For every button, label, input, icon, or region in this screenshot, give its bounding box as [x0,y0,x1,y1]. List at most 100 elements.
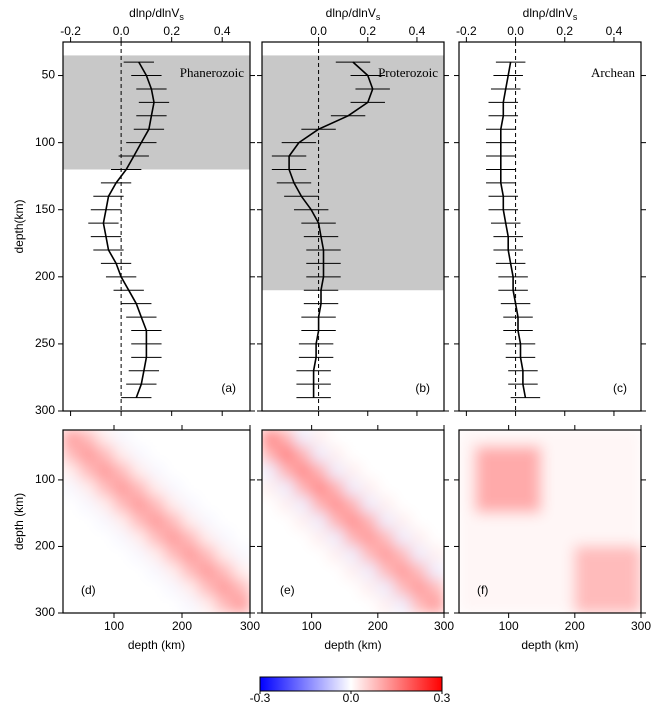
heatmap-cell [410,545,428,564]
heatmap-cell [508,430,526,448]
heatmap-cell [147,595,166,613]
heatmap-cell [327,430,346,448]
profile-line [500,61,527,398]
heatmap-cell [574,579,592,597]
heatmap-cell [508,579,526,597]
heatmap-cell [198,562,217,581]
heatmap-cell [524,595,543,613]
heatmap-cell [79,595,98,613]
x-tick-label: 0.4 [409,24,426,38]
x-axis-label: depth (km) [324,638,381,652]
heatmap-cell [96,496,115,514]
heatmap-cell [130,430,149,448]
x-axis-label: depth (km) [521,638,578,652]
heatmap-cell [426,579,444,597]
heatmap-cell [262,545,280,564]
x-axis-label-main: dlnρ/dlnV [523,6,573,20]
heatmap-cell [459,529,477,547]
heatmap-cell [377,595,395,613]
heatmap-cell [459,512,477,531]
heatmap-cell [557,562,576,581]
heatmap-cell [232,430,250,448]
heatmap-cell [181,562,200,581]
heatmap-cell [623,595,641,613]
heatmap-cell [215,446,234,464]
heatmap-cell [377,479,395,498]
x-tick-label: 0.2 [163,24,180,38]
heatmap-cell [344,512,362,531]
heatmap-cell [491,595,510,613]
y-tick-label: 50 [42,68,56,82]
heatmap-cell [215,496,234,514]
heatmap-cell [327,562,346,581]
heatmap-cell [491,562,510,581]
heatmap-cell [491,496,510,514]
heatmap-cell [426,512,444,531]
heatmap-cell [311,529,329,547]
heatmap-cell [557,479,576,498]
heatmap-cell [475,479,493,498]
heatmap-cell [96,512,115,531]
heatmap-cell [607,479,625,498]
heatmap-cell [377,512,395,531]
colorbar-tick-label: 0.3 [434,691,451,705]
heatmap-cell [557,496,576,514]
heatmap-cell [475,496,493,514]
heatmap-cell [79,579,98,597]
heatmap-cell [524,430,543,448]
shaded-region [63,55,250,170]
heatmap-cell [327,512,346,531]
heatmap-cell [232,479,250,498]
region-label: Proterozoic [378,65,438,80]
heatmap-cell [215,430,234,448]
heatmap-cell [327,446,346,464]
heatmap-cell [541,545,559,564]
frame [62,41,251,412]
heatmap-cell [311,562,329,581]
heatmap-cell [344,479,362,498]
x-tick-label: 300 [434,619,454,633]
heatmap-cell [541,595,559,613]
x-axis-label-sub: s [376,12,381,22]
heatmap-cell [262,512,280,531]
heatmap-cell [262,446,280,464]
heatmap-cell [164,595,183,613]
heatmap-cell [459,595,477,613]
heatmap-cell [262,430,280,448]
heatmap-cell [232,446,250,464]
heatmap-cell [410,562,428,581]
heatmap-cell [557,595,576,613]
heatmap-cell [181,595,200,613]
heatmap-cell [215,529,234,547]
frame [261,41,445,412]
heatmap-cell [164,545,183,564]
heatmap-cell [393,496,412,514]
heatmap-cell [79,430,98,448]
heatmap-cell [164,562,183,581]
heatmap-cell [232,595,250,613]
heatmap-cell [262,595,280,613]
heatmap-cell [96,545,115,564]
heatmap-cell [164,529,183,547]
heatmap-cell [524,496,543,514]
y-tick-label: 200 [35,269,55,283]
heatmap-cell [79,545,98,564]
heatmap-cell [262,579,280,597]
heatmap-cell [541,496,559,514]
heatmap-cell [623,512,641,531]
heatmap-cell [113,545,132,564]
heatmap-cell [278,529,296,547]
heatmap-cell [524,562,543,581]
heatmap-cell [508,462,526,481]
y-tick-label: 100 [35,472,55,486]
heatmap-cell [147,496,166,514]
heatmap-cell [215,595,234,613]
heatmap-cell [508,562,526,581]
heatmap-cell [574,595,592,613]
heatmap-cell [294,446,313,464]
heatmap-cell [410,579,428,597]
x-tick-label: -0.2 [60,24,81,38]
heatmap-cell [360,545,379,564]
frame [458,429,642,614]
